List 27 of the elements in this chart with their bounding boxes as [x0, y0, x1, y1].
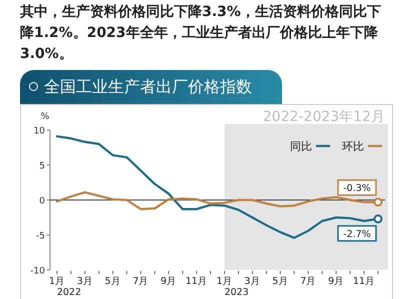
x-tick-label: 7月	[132, 276, 149, 287]
y-tick-label: 10	[34, 126, 46, 136]
data-label: -0.3%	[343, 183, 371, 194]
legend-label: 同比	[290, 140, 312, 153]
x-tick-label: 1月	[216, 276, 233, 287]
x-tick-label: 9月	[328, 276, 344, 287]
y-axis-title: %	[40, 112, 50, 122]
data-label: -2.7%	[343, 228, 371, 240]
text: 2022	[56, 287, 82, 298]
x-tick-label: 3月	[76, 276, 93, 287]
x-tick-label: 3月	[244, 276, 260, 287]
y-tick-label: -5	[36, 232, 45, 242]
y-tick-label: -10	[30, 266, 46, 276]
text: 其中，生产资料价格同比下降3.3%，生活资料价格同比下降1.2%。2023年全年，工业生产者出厂价格比上年下降3.0%。	[20, 3, 382, 64]
x-tick-label: 1月	[48, 276, 66, 287]
text: 2023	[224, 287, 249, 298]
x-tick-label: 11月	[186, 276, 208, 287]
x-tick-label: 5月	[104, 276, 121, 287]
y-tick-label: 5	[39, 162, 45, 172]
y-tick-label: 0	[39, 196, 46, 206]
x-tick-label: 11月	[353, 276, 376, 287]
chart-subtitle: 2022-2023年12月	[262, 109, 385, 125]
x-tick-label: 9月	[160, 276, 177, 287]
x-tick-label: 7月	[300, 276, 316, 287]
x-tick-label: 5月	[272, 276, 288, 287]
chart-title: 全国工业生产者出厂价格指数	[44, 77, 252, 96]
legend-label: 环比	[342, 140, 364, 153]
